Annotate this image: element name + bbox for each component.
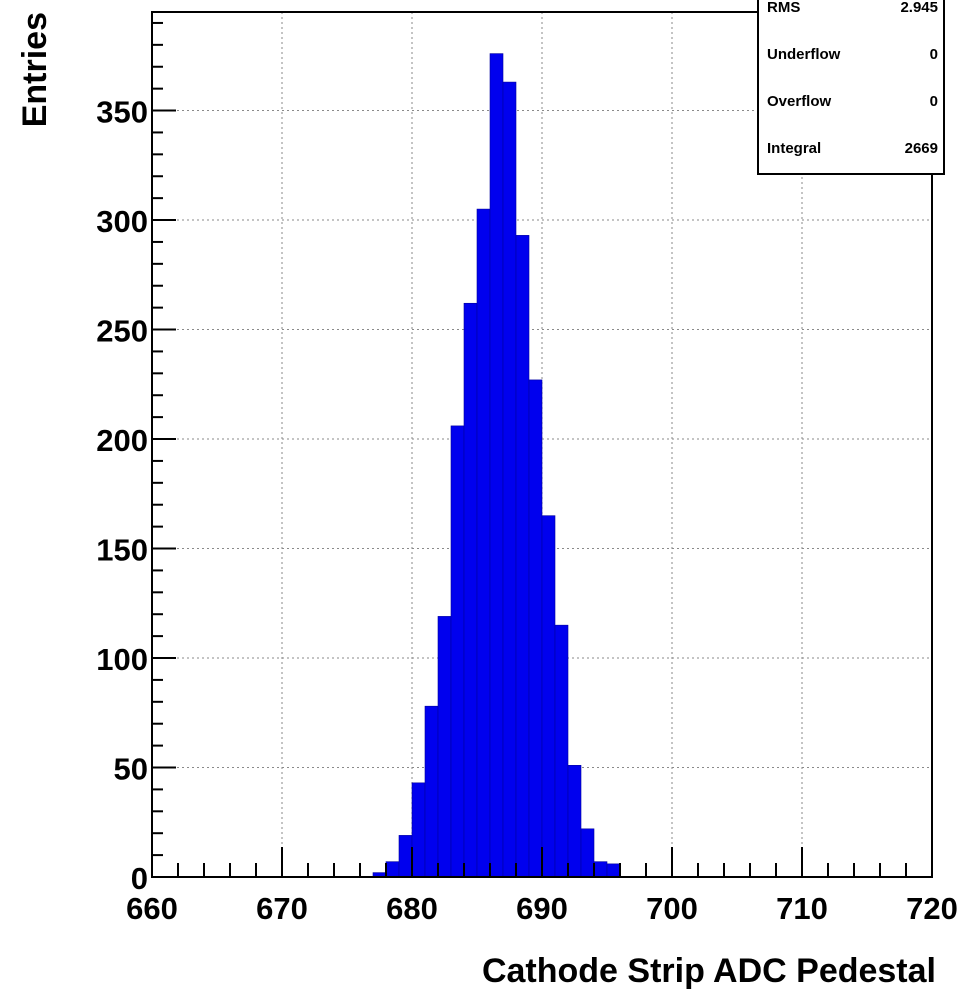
y-tick-label: 250	[96, 314, 148, 349]
histogram-bar	[450, 425, 465, 878]
y-tick-label: 100	[96, 642, 148, 677]
histogram-bar	[437, 616, 452, 878]
x-tick-label: 670	[256, 891, 308, 926]
stats-box: RMS 2.945 Underflow 0 Overflow 0 Integral 2669	[757, 0, 945, 175]
histogram-bar	[398, 835, 413, 878]
x-tick-labels: 660 670 680 690 700 710 720	[126, 891, 958, 926]
y-tick-label: 200	[96, 423, 148, 458]
histogram-bar	[567, 765, 582, 878]
histogram-bar	[489, 53, 504, 878]
histogram-bar	[528, 379, 543, 878]
y-tick-label: 150	[96, 533, 148, 568]
histogram-bar	[476, 208, 491, 878]
stats-value: 0	[930, 46, 938, 63]
x-tick-label: 720	[906, 891, 958, 926]
histogram-bar	[411, 782, 426, 878]
stats-value: 2.945	[900, 0, 938, 16]
stats-box-frame	[757, 0, 945, 175]
histogram-bar	[580, 828, 595, 878]
y-tick-label: 0	[131, 861, 148, 896]
y-tick-label: 50	[114, 752, 148, 787]
stats-label: Underflow	[767, 46, 841, 63]
x-axis-title: Cathode Strip ADC Pedestal	[482, 952, 936, 990]
x-tick-label: 710	[776, 891, 828, 926]
histogram-bar	[385, 861, 400, 878]
y-tick-label: 350	[96, 95, 148, 130]
histogram-bar	[502, 81, 517, 878]
histogram-bar	[554, 624, 569, 878]
stats-label: Overflow	[767, 93, 832, 110]
histogram-bar	[463, 302, 478, 878]
axis-ticks	[151, 21, 933, 878]
y-tick-labels: 0 50 100 150 200 250 300 350	[96, 95, 148, 896]
x-tick-label: 700	[646, 891, 698, 926]
histogram-bar	[606, 863, 621, 878]
y-tick-label: 300	[96, 204, 148, 239]
histogram-bar	[424, 705, 439, 878]
histogram-bar	[541, 515, 556, 878]
x-tick-label: 690	[516, 891, 568, 926]
y-axis-title: Entries	[16, 12, 54, 127]
histogram-bar	[593, 861, 608, 878]
histogram-bar	[515, 235, 530, 878]
stats-label: Integral	[767, 140, 821, 157]
histogram-bars	[372, 53, 621, 878]
stats-label: RMS	[767, 0, 800, 16]
x-tick-label: 680	[386, 891, 438, 926]
stats-value: 0	[930, 93, 938, 110]
stats-value: 2669	[905, 140, 938, 157]
x-tick-label: 660	[126, 891, 178, 926]
